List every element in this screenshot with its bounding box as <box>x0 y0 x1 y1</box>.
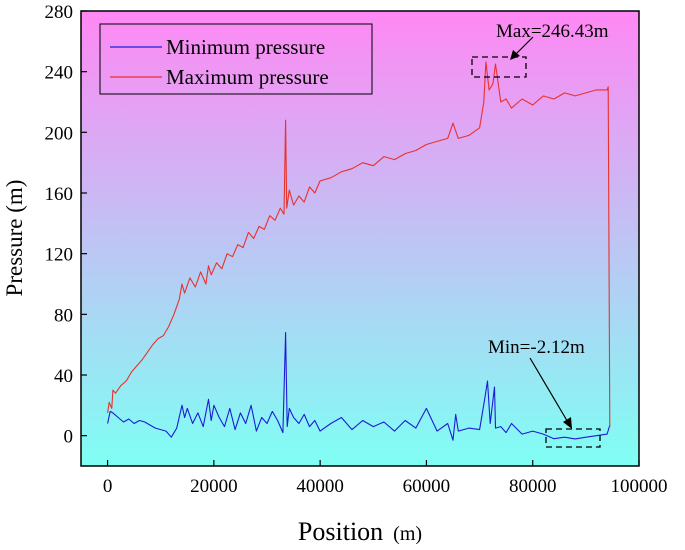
max-arrow-head <box>510 50 520 60</box>
x-tick-label: 60000 <box>403 476 451 497</box>
x-tick-label: 0 <box>103 476 113 497</box>
y-tick-label: 120 <box>45 245 74 266</box>
x-tick-label: 100000 <box>611 476 668 497</box>
min-arrow <box>529 357 570 425</box>
min-annotation-label: Min=-2.12m <box>488 337 585 358</box>
max-annotation: Max=246.43m <box>471 21 609 78</box>
y-axis-title: Pressure (m) <box>2 180 27 297</box>
min-highlight-box <box>545 428 601 448</box>
max-annotation-label: Max=246.43m <box>496 21 609 42</box>
y-tick-label: 160 <box>45 184 74 205</box>
y-tick-label: 40 <box>54 366 73 387</box>
x-axis-title-unit: (m) <box>393 523 422 545</box>
x-axis-ticks: 0 20000 40000 60000 80000 100000 <box>103 460 668 497</box>
x-axis-title-main: Position <box>298 517 383 546</box>
y-tick-label: 240 <box>45 63 74 84</box>
plot-area <box>81 11 639 466</box>
legend-box <box>99 23 373 95</box>
y-tick-label: 80 <box>54 305 73 326</box>
legend-label-minimum-pressure: Minimum pressure <box>166 35 325 59</box>
x-tick-label: 20000 <box>190 476 238 497</box>
x-axis-title: Position (m) <box>298 517 422 546</box>
series-line-minimum-pressure <box>107 331 611 441</box>
y-tick-label: 0 <box>64 427 74 448</box>
plot-frame <box>80 10 640 467</box>
y-tick-label: 200 <box>45 123 74 144</box>
legend-label-maximum-pressure: Maximum pressure <box>166 65 329 89</box>
x-tick-label: 80000 <box>509 476 557 497</box>
y-axis-ticks: 0 40 80 120 160 200 240 280 <box>45 2 87 448</box>
max-arrow <box>514 36 534 56</box>
min-arrow-head <box>563 417 572 429</box>
min-annotation: Min=-2.12m <box>488 337 601 448</box>
y-tick-label: 280 <box>45 2 74 23</box>
legend: Minimum pressure Maximum pressure <box>99 23 373 95</box>
max-highlight-box <box>471 56 527 78</box>
x-tick-label: 40000 <box>296 476 344 497</box>
